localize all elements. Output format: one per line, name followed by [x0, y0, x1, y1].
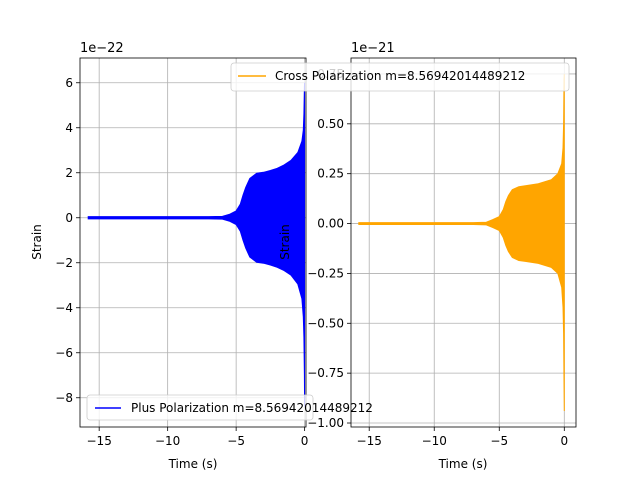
- legend-label-cross: Cross Polarization m=8.56942014489212: [275, 69, 525, 83]
- legend-plus: Plus Polarization m=8.56942014489212: [86, 394, 373, 421]
- y-tick-label: 0.50: [317, 117, 344, 131]
- y-tick-label: −8: [55, 391, 73, 405]
- y-tick-label: 0.25: [317, 167, 344, 181]
- x-ticks-right: −15 −10 −5 0: [357, 427, 568, 448]
- y-tick-label: 2: [65, 166, 73, 180]
- y-tick-label: −0.50: [307, 316, 344, 330]
- x-axis-label-right: Time (s): [438, 457, 488, 471]
- x-tick-label: −15: [87, 434, 112, 448]
- legend-box-cross: [230, 62, 570, 92]
- y-tick-label: −0.75: [307, 366, 344, 380]
- y-tick-label: 0: [65, 211, 73, 225]
- x-tick-label: −5: [490, 434, 508, 448]
- y-tick-label: 4: [65, 121, 73, 135]
- x-tick-label: 0: [560, 434, 568, 448]
- plot-area-right: [358, 73, 565, 412]
- x-tick-label: −5: [227, 434, 245, 448]
- legend-box-plus: [86, 394, 314, 421]
- offset-text-left: 1e−22: [80, 41, 124, 56]
- y-tick-label: 6: [65, 76, 73, 90]
- plus-polarization-panel: −15 −10 −5 0 −8 −6 −4 −2 0 2 4 6 1e−22 Time (s) St…: [30, 41, 308, 471]
- legend-cross: Cross Polarization m=8.56942014489212: [230, 62, 570, 92]
- y-tick-label: 0.00: [317, 217, 344, 231]
- y-tick-label: −6: [55, 346, 73, 360]
- series-envelope: [358, 73, 565, 412]
- offset-text-right: 1e−21: [351, 41, 395, 56]
- axes-frame-left: [79, 57, 307, 428]
- x-axis-label-left: Time (s): [168, 457, 218, 471]
- x-tick-label: −10: [155, 434, 180, 448]
- y-tick-label: −2: [55, 256, 73, 270]
- legend-label-plus: Plus Polarization m=8.56942014489212: [131, 401, 373, 415]
- y-tick-label: −4: [55, 301, 73, 315]
- y-ticks-left: −8 −6 −4 −2 0 2 4 6: [55, 76, 80, 405]
- x-tick-label: 0: [301, 434, 309, 448]
- axes-frame-right: [350, 57, 577, 428]
- x-tick-label: −15: [357, 434, 382, 448]
- x-tick-label: −10: [422, 434, 447, 448]
- y-tick-label: −1.00: [307, 416, 344, 430]
- y-axis-label-right: Strain: [278, 224, 292, 260]
- x-ticks-left: −15 −10 −5 0: [87, 427, 309, 448]
- y-tick-label: −0.25: [307, 266, 344, 280]
- y-axis-label-left: Strain: [30, 224, 44, 260]
